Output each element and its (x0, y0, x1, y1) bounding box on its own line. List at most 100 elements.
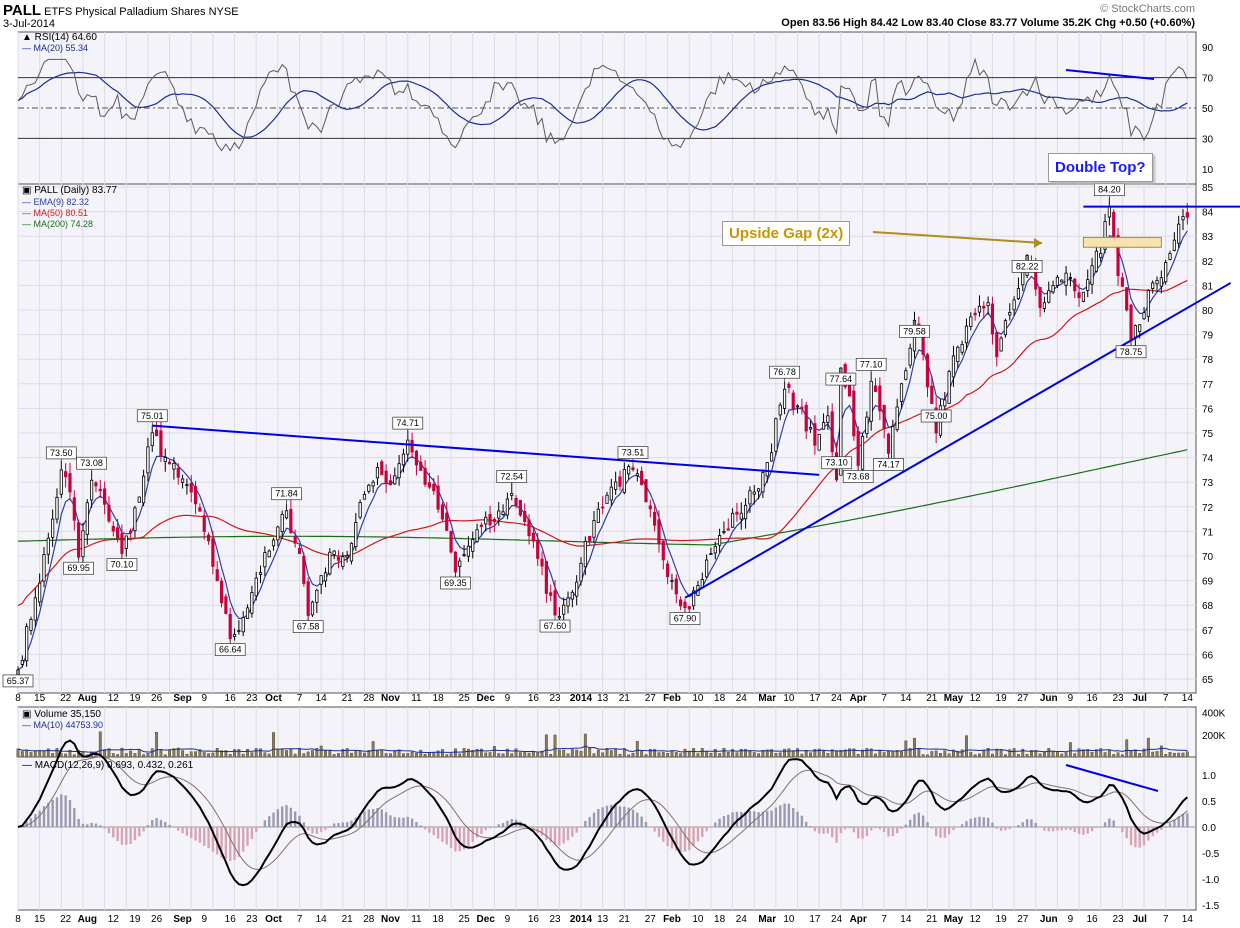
macd-histogram-bar (844, 827, 847, 830)
macd-signal-line (17, 756, 1188, 870)
volume-bar (1185, 751, 1189, 758)
candle-body (1047, 290, 1051, 303)
volume-bar (241, 753, 245, 758)
macd-histogram-bar (1160, 827, 1163, 830)
candle-body (895, 406, 899, 430)
candle-body (315, 589, 319, 603)
macd-histogram-bar (55, 797, 59, 828)
gap-arrow-line (872, 231, 1043, 244)
candle-body (575, 581, 579, 597)
x-axis-label-bottom: Dec (477, 914, 496, 925)
volume-bar (995, 748, 999, 758)
candle-body (743, 504, 748, 520)
macd-histogram-bar (921, 815, 925, 828)
macd-histogram-bar (891, 827, 895, 837)
volume-bar (1107, 749, 1111, 758)
x-axis-label: 19 (996, 693, 1008, 704)
macd-histogram-bar (627, 807, 630, 828)
volume-bar (440, 749, 444, 758)
candle-body (627, 466, 631, 475)
macd-histogram-bar (77, 818, 80, 828)
macd-histogram-bar (285, 805, 288, 828)
x-axis-label-bottom: 26 (151, 914, 163, 925)
candle-body (206, 534, 211, 542)
candle-body (1042, 302, 1047, 309)
macd-histogram-bar (64, 795, 67, 828)
volume-bar (224, 750, 228, 758)
macd-histogram-bar (748, 810, 752, 828)
price-label: 84.20 (1098, 185, 1121, 195)
candle-body (466, 545, 471, 557)
macd-histogram-bar (1095, 827, 1098, 829)
volume-bar (289, 749, 293, 758)
trendline (152, 424, 820, 476)
price-label: 77.10 (860, 359, 883, 369)
candle-body (540, 558, 544, 567)
volume-bar (666, 753, 670, 758)
volume-bar (124, 753, 128, 758)
volume-bar (544, 734, 548, 758)
volume-bar (46, 748, 50, 758)
ohlc-summary: Open 83.56 High 84.42 Low 83.40 Close 83… (781, 17, 1195, 29)
volume-bar (449, 753, 453, 758)
candle-body (951, 355, 956, 378)
x-axis-label-bottom: 19 (996, 914, 1008, 925)
volume-bar (202, 752, 206, 758)
volume-bar (20, 751, 24, 758)
macd-histogram-bar (133, 827, 137, 841)
volume-bar (930, 751, 934, 758)
candle-body (722, 531, 726, 533)
macd-histogram-bar (332, 823, 336, 828)
price-label: 67.60 (544, 621, 567, 631)
macd-histogram-bar (761, 811, 765, 828)
volume-bar (363, 752, 366, 758)
candle-body (899, 383, 904, 403)
volume-bar (484, 752, 488, 758)
volume-bar (536, 752, 540, 758)
candle-body (146, 446, 150, 474)
price-tick-label: 72 (1202, 503, 1214, 514)
rsi-line (17, 57, 1188, 152)
macd-histogram-bar (934, 827, 938, 837)
candle-body (904, 370, 908, 380)
price-tick-label: 75 (1202, 429, 1214, 440)
x-axis-label-bottom: 21 (926, 914, 938, 925)
volume-bar (765, 749, 769, 758)
macd-histogram-bar (865, 827, 869, 837)
candle-body (886, 433, 891, 454)
macd-histogram-bar (237, 827, 241, 857)
macd-histogram-bar (497, 824, 500, 828)
candle-body (263, 552, 267, 568)
volume-bar (211, 752, 215, 758)
macd-histogram-bar (960, 824, 964, 828)
candle-body (973, 312, 977, 316)
volume-bar (228, 753, 232, 758)
macd-histogram-bar (887, 827, 890, 837)
macd-histogram-bar (363, 811, 366, 828)
macd-histogram-bar (1164, 826, 1167, 828)
price-tick-label: 71 (1202, 527, 1214, 538)
candle-body (310, 601, 315, 616)
candle-body (55, 497, 59, 520)
candle-body (154, 429, 159, 437)
price-label: 70.10 (111, 560, 134, 570)
macd-histogram-bar (298, 815, 301, 828)
candle-body (258, 572, 263, 575)
x-axis-label: 9 (1068, 693, 1074, 704)
candle-body (977, 305, 982, 313)
volume-bar (973, 754, 977, 758)
volume-bar (350, 752, 353, 758)
volume-bar (1181, 752, 1185, 758)
macd-histogram-bar (441, 827, 444, 842)
macd-histogram-bar (757, 812, 760, 828)
candle-body (505, 498, 509, 516)
macd-histogram-bar (770, 810, 773, 828)
volume-bar (549, 754, 553, 758)
candle-body (94, 482, 98, 487)
macd-histogram-bar (986, 817, 990, 828)
macd-histogram-bar (1047, 827, 1050, 832)
volume-bar (280, 748, 284, 758)
candle-body (284, 510, 289, 519)
volume-bar (142, 754, 146, 758)
x-axis-label: Jun (1040, 693, 1058, 704)
